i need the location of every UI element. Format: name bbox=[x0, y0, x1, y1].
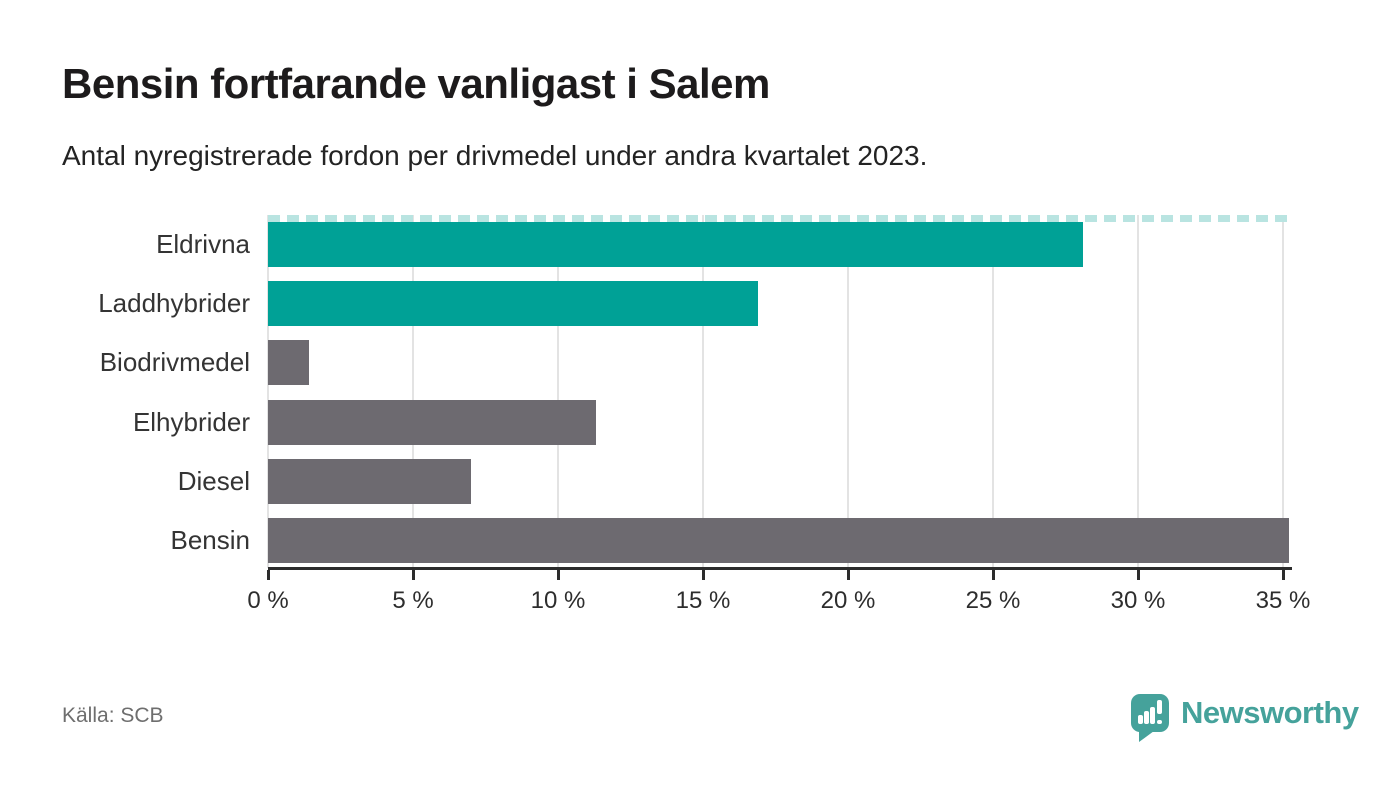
bar-laddhybrider bbox=[268, 281, 759, 327]
newsworthy-brand: Newsworthy bbox=[1131, 694, 1359, 742]
newsworthy-wordmark: Newsworthy bbox=[1181, 695, 1359, 730]
bar-row-eldrivna: Eldrivna bbox=[156, 222, 1283, 267]
bar-bensin bbox=[268, 518, 1289, 563]
bar-diesel bbox=[268, 458, 471, 504]
gridline-5pct bbox=[412, 215, 414, 568]
gridline-35pct bbox=[1282, 215, 1284, 568]
bar-row-elhybrider: Elhybrider bbox=[133, 399, 1283, 445]
category-label-elhybrider: Elhybrider bbox=[132, 406, 250, 437]
logo-bar-1 bbox=[1138, 715, 1143, 724]
axis-tick-label-5pct: 5 % bbox=[392, 587, 434, 614]
bar-row-laddhybrider: Laddhybrider bbox=[98, 281, 1283, 327]
axis-tick-20pct bbox=[846, 570, 850, 580]
chart-title: Bensin fortfarande vanligast i Salem bbox=[62, 60, 770, 107]
axis-tick-label-30pct: 30 % bbox=[1110, 587, 1166, 614]
gridline-10pct bbox=[557, 215, 559, 568]
gridline-0pct bbox=[267, 215, 269, 568]
axis-tick-35pct bbox=[1281, 570, 1285, 580]
category-label-bensin: Bensin bbox=[170, 525, 251, 555]
axis-tick-5pct bbox=[411, 570, 415, 580]
x-axis-line bbox=[268, 567, 1292, 570]
plot-top-dashed-line bbox=[268, 215, 1290, 222]
bar-row-diesel: Diesel bbox=[178, 458, 1283, 504]
gridline-15pct bbox=[702, 215, 704, 568]
gridline-20pct bbox=[847, 215, 849, 568]
axis-tick-15pct bbox=[701, 570, 705, 580]
newsworthy-logo-icon bbox=[1131, 694, 1169, 742]
category-label-biodrivmedel: Biodrivmedel bbox=[99, 347, 250, 378]
axis-tick-10pct bbox=[556, 570, 560, 580]
axis-tick-label-35pct: 35 % bbox=[1255, 587, 1311, 614]
bar-row-biodrivmedel: Biodrivmedel bbox=[100, 340, 1283, 386]
logo-bar-2 bbox=[1144, 711, 1149, 724]
axis-tick-label-0pct: 0 % bbox=[247, 587, 289, 614]
axis-tick-label-20pct: 20 % bbox=[820, 587, 876, 614]
axis-tick-0pct bbox=[266, 570, 270, 580]
bar-elhybrider bbox=[268, 399, 596, 445]
axis-tick-30pct bbox=[1136, 570, 1140, 580]
category-label-eldrivna: Eldrivna bbox=[156, 229, 250, 259]
axis-tick-label-10pct: 10 % bbox=[530, 587, 586, 614]
axis-tick-label-25pct: 25 % bbox=[965, 587, 1021, 614]
category-label-diesel: Diesel bbox=[177, 465, 250, 496]
gridline-25pct bbox=[992, 215, 994, 568]
chart-subtitle: Antal nyregistrerade fordon per drivmede… bbox=[62, 140, 928, 171]
gridline-30pct bbox=[1137, 215, 1139, 568]
axis-tick-label-15pct: 15 % bbox=[675, 587, 731, 614]
bar-eldrivna bbox=[268, 222, 1083, 267]
bar-row-bensin: Bensin bbox=[171, 518, 1289, 563]
axis-tick-25pct bbox=[991, 570, 995, 580]
logo-exclamation-dot bbox=[1157, 719, 1162, 724]
source-note: Källa: SCB bbox=[62, 704, 164, 727]
logo-exclamation-stem bbox=[1157, 700, 1162, 714]
bar-chart: Eldrivna Laddhybrider Biodrivmedel Elhybrid… bbox=[98, 215, 1310, 614]
bar-biodrivmedel bbox=[268, 340, 309, 386]
logo-bar-3 bbox=[1150, 707, 1155, 724]
category-label-laddhybrider: Laddhybrider bbox=[98, 288, 250, 319]
